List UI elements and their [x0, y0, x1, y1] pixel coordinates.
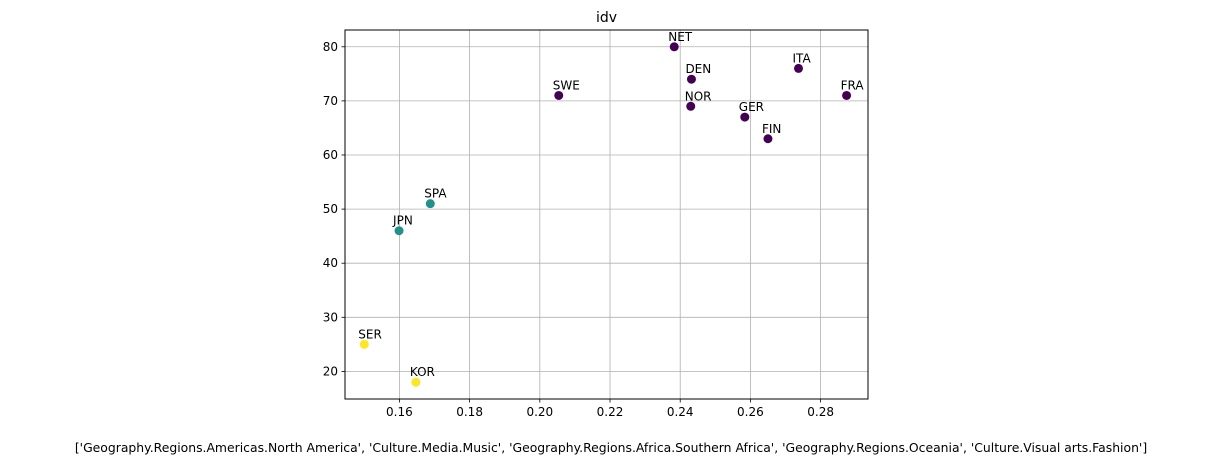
point-label-den: DEN	[685, 62, 711, 76]
x-tick-label: 0.24	[667, 405, 694, 419]
plot-frame	[344, 29, 869, 400]
point-labels: NET DEN ITA SWE FRA NOR GER FIN SPA JPN SER KOR	[358, 30, 864, 379]
data-point-ita	[794, 63, 804, 73]
data-points	[359, 42, 852, 387]
x-tick-label: 0.26	[737, 405, 764, 419]
x-tick-label: 0.22	[597, 405, 624, 419]
data-point-kor	[411, 377, 421, 387]
point-label-jpn: JPN	[392, 214, 413, 228]
y-tick-label: 80	[323, 40, 338, 54]
data-point-ser	[359, 339, 369, 349]
axis-ticks: 0.16 0.18 0.20 0.22 0.24 0.26 0.28 20 30 40 50 60 70…	[323, 40, 834, 419]
y-tick-label: 70	[323, 94, 338, 108]
y-tick-label: 40	[323, 256, 338, 270]
data-point-fra	[842, 90, 852, 100]
point-label-ita: ITA	[793, 51, 812, 65]
x-axis-label: ['Geography.Regions.Americas.North Ameri…	[75, 440, 1147, 455]
y-tick-label: 30	[323, 310, 338, 324]
data-point-jpn	[394, 226, 404, 236]
x-tick-label: 0.18	[456, 405, 483, 419]
data-point-ger	[740, 112, 750, 122]
point-label-nor: NOR	[685, 89, 712, 103]
data-point-den	[686, 74, 696, 84]
point-label-ger: GER	[739, 100, 764, 114]
point-label-net: NET	[668, 30, 693, 44]
x-tick-label: 0.16	[386, 405, 413, 419]
data-point-fin	[763, 134, 773, 144]
point-label-swe: SWE	[553, 78, 580, 92]
data-point-spa	[425, 199, 435, 209]
x-tick-label: 0.20	[526, 405, 553, 419]
data-point-swe	[554, 90, 564, 100]
chart-title: idv	[596, 10, 617, 26]
y-tick-label: 60	[323, 148, 338, 162]
y-tick-label: 20	[323, 364, 338, 378]
data-point-nor	[686, 101, 696, 111]
point-label-fin: FIN	[762, 122, 781, 136]
point-label-kor: KOR	[410, 365, 435, 379]
grid	[345, 30, 868, 399]
x-tick-label: 0.28	[807, 405, 834, 419]
y-tick-label: 50	[323, 202, 338, 216]
point-label-spa: SPA	[424, 187, 447, 201]
point-label-fra: FRA	[841, 78, 865, 92]
data-point-net	[669, 42, 679, 52]
point-label-ser: SER	[358, 327, 382, 341]
